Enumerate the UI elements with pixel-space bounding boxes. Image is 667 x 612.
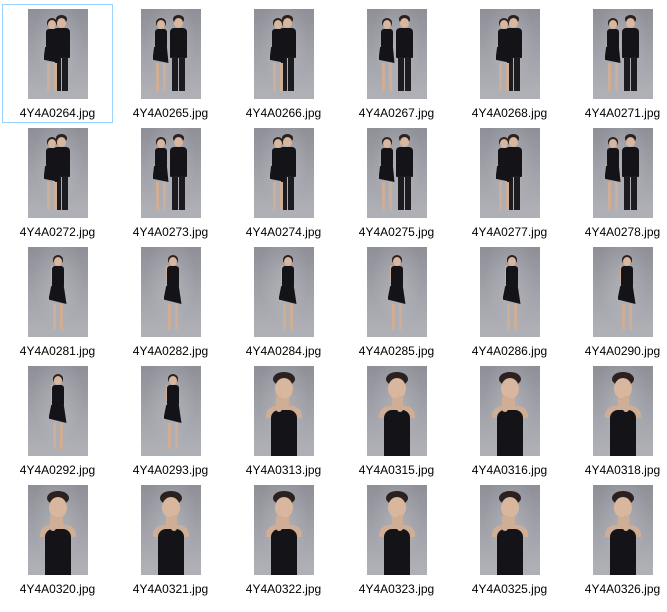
photo-thumbnail[interactable] <box>140 128 201 218</box>
photo-thumbnail[interactable] <box>27 485 88 575</box>
file-name-label[interactable]: 4Y4A0266.jpg <box>245 106 322 120</box>
photo-thumbnail[interactable] <box>479 247 540 337</box>
file-name-label[interactable]: 4Y4A0271.jpg <box>584 106 661 120</box>
photo-thumbnail[interactable] <box>253 247 314 337</box>
photo-thumbnail[interactable] <box>140 485 201 575</box>
photo-thumbnail[interactable] <box>479 485 540 575</box>
file-item[interactable]: 4Y4A0293.jpg <box>115 361 226 480</box>
file-name-label[interactable]: 4Y4A0278.jpg <box>584 225 661 239</box>
file-name-label[interactable]: 4Y4A0275.jpg <box>358 225 435 239</box>
photo-thumbnail[interactable] <box>366 9 427 99</box>
file-name-label[interactable]: 4Y4A0273.jpg <box>132 225 209 239</box>
file-item[interactable]: 4Y4A0268.jpg <box>454 4 565 123</box>
photo-thumbnail[interactable] <box>479 366 540 456</box>
file-name-label[interactable]: 4Y4A0322.jpg <box>245 582 322 596</box>
photo-thumbnail[interactable] <box>592 247 653 337</box>
file-item[interactable]: 4Y4A0277.jpg <box>454 123 565 242</box>
photo-thumbnail[interactable] <box>27 9 88 99</box>
file-name-label[interactable]: 4Y4A0315.jpg <box>358 463 435 477</box>
file-item[interactable]: 4Y4A0318.jpg <box>567 361 667 480</box>
photo-thumbnail[interactable] <box>479 128 540 218</box>
photo-thumbnail[interactable] <box>140 9 201 99</box>
file-item[interactable]: 4Y4A0286.jpg <box>454 242 565 361</box>
file-item[interactable]: 4Y4A0265.jpg <box>115 4 226 123</box>
file-name-label[interactable]: 4Y4A0268.jpg <box>471 106 548 120</box>
photo-thumbnail[interactable] <box>592 366 653 456</box>
file-item[interactable]: 4Y4A0267.jpg <box>341 4 452 123</box>
file-item[interactable]: 4Y4A0275.jpg <box>341 123 452 242</box>
file-name-label[interactable]: 4Y4A0282.jpg <box>132 344 209 358</box>
file-item[interactable]: 4Y4A0264.jpg <box>2 4 113 123</box>
photo-thumbnail[interactable] <box>592 485 653 575</box>
file-item[interactable]: 4Y4A0273.jpg <box>115 123 226 242</box>
file-item[interactable]: 4Y4A0325.jpg <box>454 480 565 599</box>
file-item[interactable]: 4Y4A0285.jpg <box>341 242 452 361</box>
file-item[interactable]: 4Y4A0315.jpg <box>341 361 452 480</box>
photo-thumbnail[interactable] <box>366 366 427 456</box>
file-name-label[interactable]: 4Y4A0326.jpg <box>584 582 661 596</box>
photo-thumbnail[interactable] <box>140 247 201 337</box>
file-item[interactable]: 4Y4A0290.jpg <box>567 242 667 361</box>
file-name-label[interactable]: 4Y4A0292.jpg <box>19 463 96 477</box>
file-item[interactable]: 4Y4A0274.jpg <box>228 123 339 242</box>
photo-thumbnail[interactable] <box>27 366 88 456</box>
photo-thumbnail[interactable] <box>27 247 88 337</box>
photo-thumbnail[interactable] <box>253 366 314 456</box>
file-item[interactable]: 4Y4A0266.jpg <box>228 4 339 123</box>
file-name-label[interactable]: 4Y4A0284.jpg <box>245 344 322 358</box>
file-item[interactable]: 4Y4A0322.jpg <box>228 480 339 599</box>
file-name-label[interactable]: 4Y4A0318.jpg <box>584 463 661 477</box>
file-name-label[interactable]: 4Y4A0281.jpg <box>19 344 96 358</box>
file-name-label[interactable]: 4Y4A0286.jpg <box>471 344 548 358</box>
file-item[interactable]: 4Y4A0281.jpg <box>2 242 113 361</box>
photo-thumbnail[interactable] <box>253 9 314 99</box>
file-name-label[interactable]: 4Y4A0285.jpg <box>358 344 435 358</box>
photo-thumbnail[interactable] <box>366 128 427 218</box>
file-item[interactable]: 4Y4A0320.jpg <box>2 480 113 599</box>
file-name-label[interactable]: 4Y4A0320.jpg <box>19 582 96 596</box>
file-item[interactable]: 4Y4A0316.jpg <box>454 361 565 480</box>
photo-thumbnail[interactable] <box>592 9 653 99</box>
file-name-label[interactable]: 4Y4A0321.jpg <box>132 582 209 596</box>
file-name-label[interactable]: 4Y4A0316.jpg <box>471 463 548 477</box>
file-item[interactable]: 4Y4A0282.jpg <box>115 242 226 361</box>
file-item[interactable]: 4Y4A0284.jpg <box>228 242 339 361</box>
file-item[interactable]: 4Y4A0323.jpg <box>341 480 452 599</box>
photo-thumbnail[interactable] <box>479 9 540 99</box>
file-name-label[interactable]: 4Y4A0264.jpg <box>19 106 96 120</box>
file-item[interactable]: 4Y4A0292.jpg <box>2 361 113 480</box>
file-item[interactable]: 4Y4A0321.jpg <box>115 480 226 599</box>
file-name-label[interactable]: 4Y4A0272.jpg <box>19 225 96 239</box>
file-name-label[interactable]: 4Y4A0325.jpg <box>471 582 548 596</box>
photo-thumbnail[interactable] <box>366 485 427 575</box>
file-name-label[interactable]: 4Y4A0293.jpg <box>132 463 209 477</box>
file-item[interactable]: 4Y4A0278.jpg <box>567 123 667 242</box>
file-name-label[interactable]: 4Y4A0267.jpg <box>358 106 435 120</box>
file-name-label[interactable]: 4Y4A0277.jpg <box>471 225 548 239</box>
file-item[interactable]: 4Y4A0272.jpg <box>2 123 113 242</box>
file-item[interactable]: 4Y4A0271.jpg <box>567 4 667 123</box>
photo-thumbnail[interactable] <box>253 128 314 218</box>
file-item[interactable]: 4Y4A0326.jpg <box>567 480 667 599</box>
file-item[interactable]: 4Y4A0313.jpg <box>228 361 339 480</box>
file-name-label[interactable]: 4Y4A0323.jpg <box>358 582 435 596</box>
photo-thumbnail[interactable] <box>27 128 88 218</box>
photo-thumbnail[interactable] <box>592 128 653 218</box>
photo-thumbnail[interactable] <box>140 366 201 456</box>
file-name-label[interactable]: 4Y4A0274.jpg <box>245 225 322 239</box>
file-name-label[interactable]: 4Y4A0290.jpg <box>584 344 661 358</box>
file-name-label[interactable]: 4Y4A0313.jpg <box>245 463 322 477</box>
photo-thumbnail[interactable] <box>253 485 314 575</box>
file-name-label[interactable]: 4Y4A0265.jpg <box>132 106 209 120</box>
photo-thumbnail[interactable] <box>366 247 427 337</box>
